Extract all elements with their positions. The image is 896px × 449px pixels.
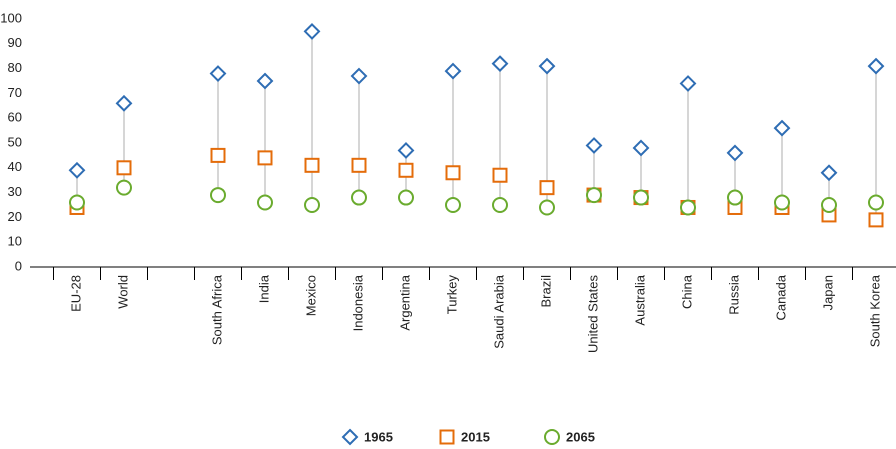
x-tick-label: Brazil <box>538 275 553 308</box>
circle-marker <box>492 197 508 213</box>
y-tick-label: 20 <box>8 209 22 224</box>
y-tick-label: 10 <box>8 234 22 249</box>
y-tick-label: 70 <box>8 85 22 100</box>
y-tick-label: 100 <box>0 10 22 25</box>
y-tick-label: 40 <box>8 159 22 174</box>
x-tick-label: Mexico <box>303 275 318 316</box>
circle-marker <box>774 194 790 211</box>
circle-marker <box>257 194 273 211</box>
x-tick-label: Argentina <box>397 274 412 330</box>
diamond-marker <box>350 67 368 85</box>
circle-marker <box>69 194 85 211</box>
legend-label: 1965 <box>364 429 393 444</box>
diamond-marker <box>538 57 556 75</box>
x-tick-label: Saudi Arabia <box>491 274 506 348</box>
circle-marker <box>821 197 837 213</box>
legend-label: 2015 <box>461 429 490 444</box>
circle-marker <box>116 179 132 196</box>
diamond-marker <box>585 137 603 154</box>
diamond-marker <box>726 144 744 162</box>
y-tick-label: 30 <box>8 184 22 199</box>
circle-marker <box>544 429 560 445</box>
square-marker <box>257 150 273 166</box>
square-marker <box>351 157 367 173</box>
x-tick-label: South Korea <box>867 274 882 347</box>
circle-marker <box>304 197 320 213</box>
x-tick-label: South Africa <box>209 274 224 345</box>
y-tick-label: 50 <box>8 134 22 149</box>
legend-label: 2065 <box>566 429 595 444</box>
y-tick-label: 60 <box>8 110 22 125</box>
x-tick-label: India <box>256 274 271 303</box>
x-tick-label: Indonesia <box>350 274 365 331</box>
diamond-marker <box>341 428 359 446</box>
diamond-marker <box>209 65 227 82</box>
diamond-marker <box>397 142 415 159</box>
square-marker <box>210 147 226 163</box>
x-tick-label: China <box>679 274 694 309</box>
square-marker <box>116 160 132 176</box>
diamond-marker <box>303 22 321 40</box>
circle-marker <box>398 189 414 206</box>
diamond-marker <box>444 62 462 80</box>
x-tick-label: Russia <box>726 274 741 315</box>
square-marker <box>398 162 414 178</box>
x-tick-label: Japan <box>820 275 835 310</box>
square-marker <box>868 212 884 228</box>
x-tick-label: World <box>115 275 130 309</box>
square-marker <box>439 429 455 445</box>
circle-marker <box>445 197 461 213</box>
circle-marker <box>586 187 602 204</box>
y-tick-label: 80 <box>8 60 22 75</box>
y-tick-label: 90 <box>8 35 22 50</box>
diamond-marker <box>115 94 133 112</box>
circle-marker <box>210 187 226 204</box>
y-tick-label: 0 <box>15 258 22 273</box>
square-marker <box>304 157 320 173</box>
x-tick-label: EU-28 <box>68 275 83 312</box>
x-tick-label: Turkey <box>444 275 459 315</box>
diamond-marker <box>68 161 86 179</box>
circle-marker <box>680 199 696 216</box>
diamond-marker <box>256 72 274 90</box>
x-tick-label: Canada <box>773 274 788 320</box>
square-marker <box>539 180 555 196</box>
circle-marker <box>539 199 555 216</box>
circle-marker <box>727 189 743 206</box>
diamond-marker <box>632 139 650 157</box>
square-marker <box>492 167 508 183</box>
diamond-marker <box>679 75 697 92</box>
square-marker <box>445 165 461 181</box>
circle-marker <box>633 189 649 206</box>
diamond-marker <box>820 164 838 182</box>
circle-marker <box>351 189 367 206</box>
diamond-marker <box>491 55 509 73</box>
diamond-marker <box>773 119 791 137</box>
x-tick-label: Australia <box>632 274 647 325</box>
x-tick-label: United States <box>585 275 600 354</box>
diamond-marker <box>867 57 885 75</box>
circle-marker <box>868 194 884 211</box>
